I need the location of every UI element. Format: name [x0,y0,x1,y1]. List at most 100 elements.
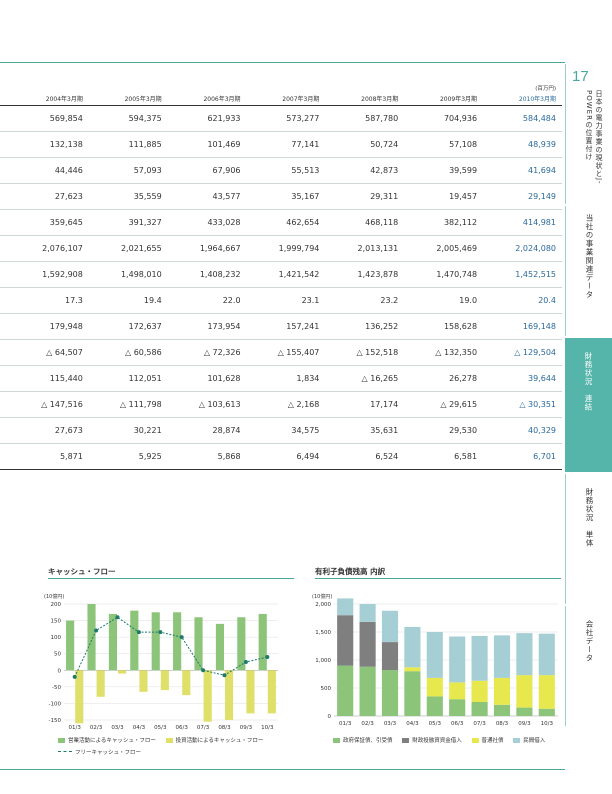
tab-company-data[interactable]: 会社データ [565,606,612,726]
table-cell: 1,834 [246,365,326,392]
cf-x-tick: 09/3 [240,725,253,731]
table-cell: △ 72,326 [167,339,247,366]
table-cell: △ 103,613 [167,391,247,418]
cf-bar-investing [75,670,84,724]
cf-y-tick: 100 [51,635,62,641]
tab-label: 当社の事業関連データ [585,214,594,299]
tab-label: 会社データ [585,620,594,663]
year-header: 2007年3月期 [246,91,326,106]
debt-bar-segment [516,707,533,716]
table-cell: 157,241 [246,313,326,340]
table-cell: 468,118 [325,209,405,236]
debt-y-tick: 2,000 [315,602,331,608]
table-cell: 621,933 [167,105,247,132]
table-cell: 1,498,010 [88,261,168,288]
cf-bar-operating [130,610,139,671]
cf-x-tick: 04/3 [133,725,146,731]
cf-free-cf-point [94,628,99,633]
table-cell: 44,446 [10,157,89,184]
table-cell: △ 16,265 [325,365,405,392]
debt-x-tick: 08/3 [496,721,509,727]
debt-bar-segment [337,598,354,616]
table-cell: 132,138 [10,131,89,158]
cf-bar-operating [237,617,246,671]
tab-power-industry[interactable]: 17 日本の電力事業の現状とJ-POWERの位置付け [565,64,612,204]
table-row: 179,948 172,637 173,954 157,241 136,252 158,6… [0,313,562,340]
debt-x-tick: 07/3 [473,721,486,727]
tab-financial-nonconsolidated[interactable]: 財務状況 単体 [565,474,612,604]
financial-table: 2004年3月期 2005年3月期 2006年3月期 2007年3月期 2008… [0,91,562,470]
table-cell-current: 39,644 [483,365,562,392]
debt-bar-segment [471,680,488,702]
table-cell: 27,673 [10,417,89,444]
table-row: 5,871 5,925 5,868 6,494 6,524 6,581 6,701 [0,443,562,470]
table-cell-current: 41,694 [483,157,562,184]
table-cell: △ 2,168 [246,391,326,418]
cf-x-tick: 05/3 [154,725,167,731]
table-row: 115,440 112,051 101,628 1,834 △ 16,265 26,278… [0,365,562,392]
table-cell: 23.1 [246,287,326,314]
table-cell: △ 132,350 [404,339,484,366]
tab-financial-consolidated[interactable]: 財務状況 連結 [565,338,612,472]
table-row: 569,854 594,375 621,933 573,277 587,780 704,9… [0,105,562,132]
debt-legend: 政府保証債、引受債 財政投融資資金借入 普通社債 民間借入 [333,736,573,745]
table-cell: 42,873 [325,157,405,184]
table-cell: 704,936 [404,105,484,132]
cf-bar-investing [118,670,127,674]
table-cell: 1,470,748 [404,261,484,288]
cf-free-cf-line [74,616,268,678]
year-header: 2006年3月期 [167,91,247,106]
table-cell: 50,724 [325,131,405,158]
cf-bar-investing [225,670,234,720]
debt-bar-segment [404,667,421,672]
table-cell: △ 155,407 [246,339,326,366]
cf-bar-operating [66,620,75,671]
legend-swatch [513,737,521,743]
table-cell: 6,494 [246,443,326,470]
table-cell: 29,311 [325,183,405,210]
debt-bar-segment [516,675,533,708]
table-cell: 26,278 [404,365,484,392]
debt-bar-segment [426,696,443,716]
cashflow-chart: (10億円) 200 150 100 50 0 -50 -100 -150 01/3 02/3 03/… [44,593,278,731]
table-cell: 101,628 [167,365,247,392]
table-cell-current: △ 129,504 [483,339,562,366]
legend-line-swatch [58,751,72,752]
cf-bar-investing [182,670,191,696]
debt-bar-segment [381,670,399,716]
debt-bar-segment [493,704,511,716]
table-cell-current: 1,452,515 [483,261,562,288]
table-row: 1,592,908 1,498,010 1,408,232 1,421,542 1,42… [0,261,562,288]
cf-free-cf-point [222,673,227,678]
table-cell: 112,051 [88,365,168,392]
cf-y-tick: -150 [49,718,62,724]
table-cell: 28,874 [167,417,247,444]
debt-bar-segment [493,635,511,678]
debt-unit-label: (10億円) [312,593,332,600]
debt-x-tick: 02/3 [361,721,374,727]
debt-bar-segment [538,708,555,716]
cf-bar-operating [194,617,203,671]
debt-x-tick: 05/3 [429,721,442,727]
table-cell-current: 6,701 [483,443,562,470]
cf-y-tick: 200 [51,602,62,608]
table-cell-current: 48,939 [483,131,562,158]
debt-y-tick: 1,000 [315,658,331,664]
tab-business-data[interactable]: 当社の事業関連データ [565,206,612,336]
table-cell: 19.4 [88,287,168,314]
cf-x-tick: 01/3 [69,725,82,731]
table-cell: 6,581 [404,443,484,470]
table-row: 27,673 30,221 28,874 34,575 35,631 29,530 40,3… [0,417,562,444]
table-cell: 57,093 [88,157,168,184]
table-cell: 30,221 [88,417,168,444]
debt-bar-segment [359,666,376,716]
tab-label: 日本の電力事業の現状とJ-POWERの位置付け [585,90,603,185]
cf-y-tick: 0 [58,668,62,674]
cf-y-tick: -100 [49,701,62,707]
legend-item-fiscal-loans: 財政投融資資金借入 [402,736,462,744]
year-header: 2005年3月期 [88,91,168,106]
table-cell: 2,021,655 [88,235,168,262]
debt-x-tick: 09/3 [518,721,531,727]
debt-bar-segment [449,636,466,683]
debt-bar-segment [381,610,399,643]
